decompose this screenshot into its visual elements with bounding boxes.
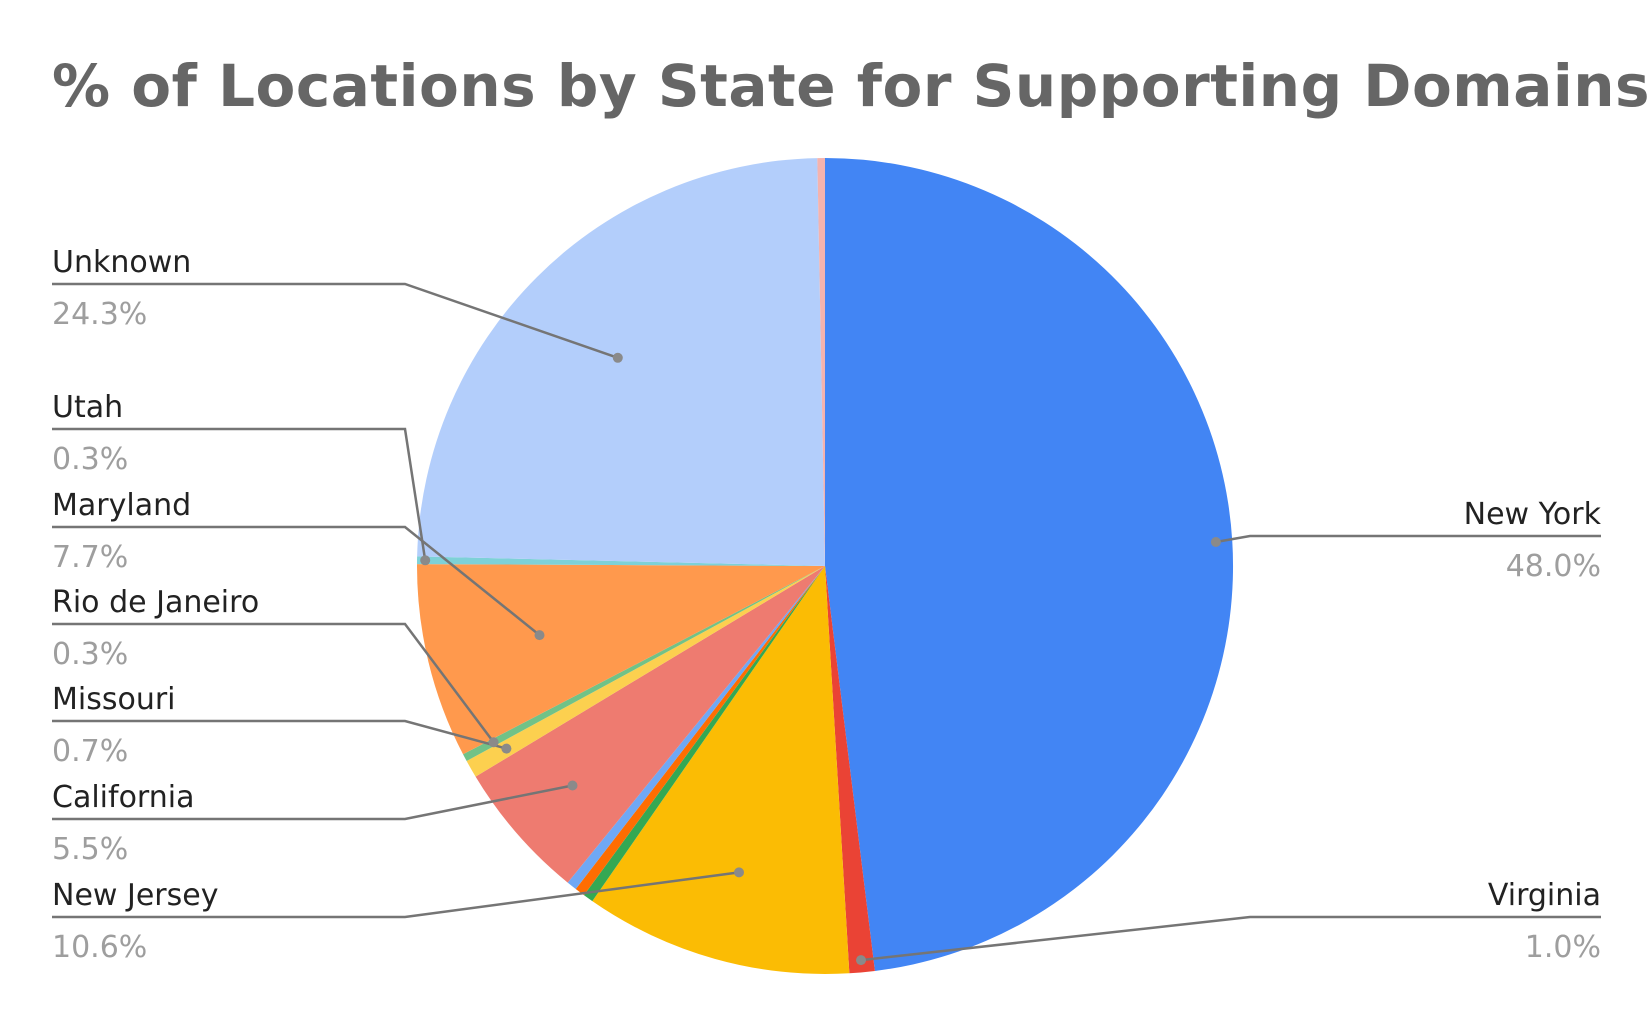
slice-label-new-jersey: New Jersey (52, 878, 218, 913)
pie-slice-unlabeled-3 (583, 566, 825, 902)
leader-dot-california (567, 780, 578, 791)
slice-percent-missouri: 0.7% (52, 734, 128, 769)
slice-percent-maryland: 7.7% (52, 540, 128, 575)
leader-dot-new-jersey (734, 867, 744, 878)
leader-line-california (52, 784, 573, 821)
leader-dot-new-york (1210, 537, 1221, 547)
pie-slice-new-jersey (592, 566, 850, 974)
chart-title: % of Locations by State for Supporting D… (52, 52, 1648, 120)
leader-line-new-york (1215, 534, 1601, 544)
pie-slice-unlabeled-4 (575, 566, 825, 896)
leader-dot-virginia (856, 955, 866, 966)
leader-dot-unknown (612, 352, 623, 363)
pie-slice-unlabeled-5 (567, 566, 825, 889)
slice-label-utah: Utah (52, 390, 123, 425)
slice-label-maryland: Maryland (52, 488, 191, 523)
slice-percent-new-jersey: 10.6% (52, 930, 147, 965)
leader-line-missouri (52, 719, 507, 750)
pie-slice-missouri (466, 566, 825, 777)
pie-slice-rio-de-janeiro (463, 566, 825, 762)
pie-slice-utah (417, 556, 825, 566)
slice-percent-rio-de-janeiro: 0.3% (52, 637, 128, 672)
leader-line-maryland (52, 525, 541, 637)
leader-line-new-jersey (52, 871, 740, 919)
leader-line-unknown (52, 282, 619, 359)
slice-label-missouri: Missouri (52, 682, 176, 717)
leader-dot-maryland (534, 630, 545, 641)
slice-percent-unknown: 24.3% (52, 297, 147, 332)
slice-label-california: California (52, 780, 194, 815)
slice-percent-utah: 0.3% (52, 442, 128, 477)
leader-line-utah (52, 427, 427, 561)
leader-dot-rio-de-janeiro (488, 737, 499, 748)
slice-percent-california: 5.5% (52, 832, 128, 867)
leader-dot-utah (420, 555, 431, 566)
slice-label-virginia: Virginia (1488, 878, 1601, 913)
leader-dot-missouri (501, 743, 512, 754)
slice-label-unknown: Unknown (52, 245, 191, 280)
pie-slice-maryland (416, 564, 825, 755)
slice-label-rio-de-janeiro: Rio de Janeiro (52, 585, 259, 620)
slice-label-new-york: New York (1464, 497, 1602, 532)
slice-percent-new-york: 48.0% (1506, 549, 1601, 584)
leader-line-virginia (860, 915, 1601, 962)
pie-slice-new-york (825, 158, 1234, 971)
pie-callouts: New York 48.0% Virginia 1.0% New Jersey 10.6%… (52, 245, 1602, 966)
leader-line-rio-de-janeiro (52, 622, 495, 744)
slice-percent-virginia: 1.0% (1525, 930, 1601, 965)
pie-slice-california (475, 566, 825, 883)
pie-slices (416, 157, 1234, 974)
pie-slice-virginia (825, 566, 875, 974)
pie-slice-unlabeled-12 (817, 157, 825, 566)
pie-slice-unknown (417, 158, 825, 566)
